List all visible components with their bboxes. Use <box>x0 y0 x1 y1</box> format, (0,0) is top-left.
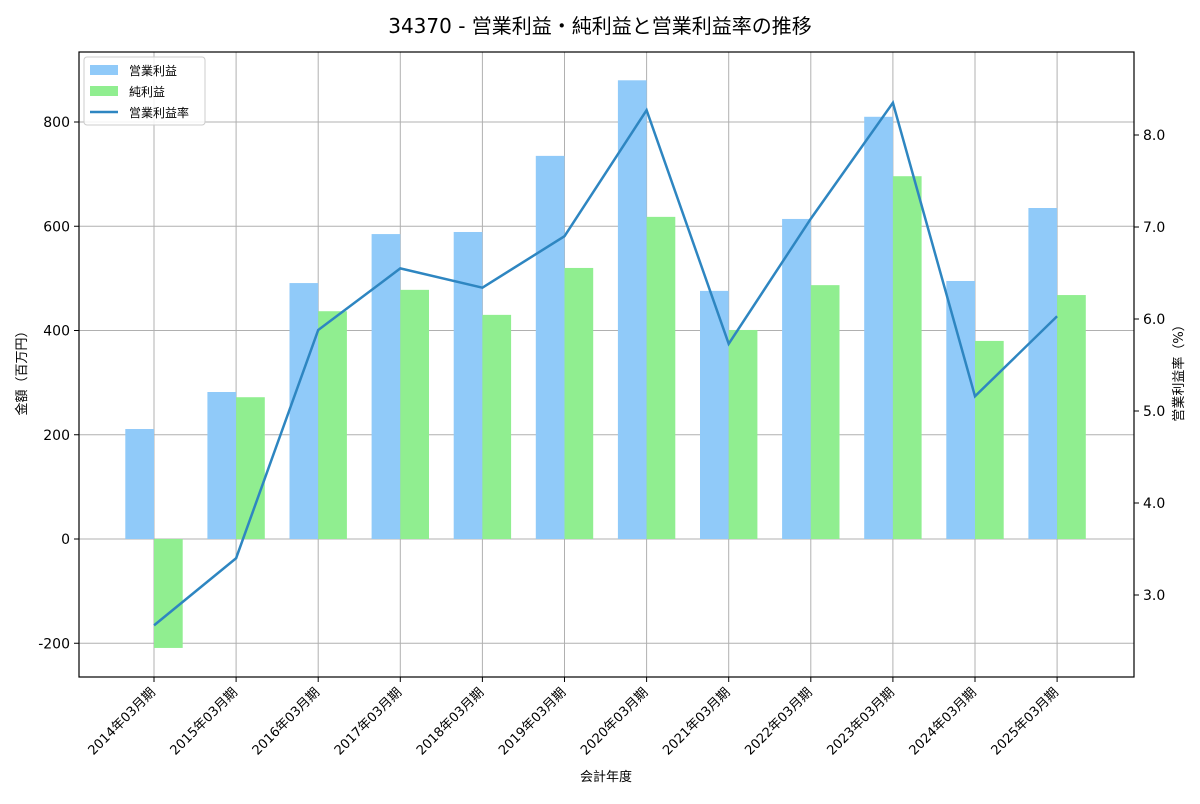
x-tick-label: 2022年03月期 <box>742 685 815 758</box>
bar-operating-profit <box>535 155 565 539</box>
bar-operating-profit <box>782 218 811 539</box>
legend-swatch-net-profit <box>90 86 118 96</box>
bar-operating-profit <box>617 80 647 540</box>
bar-net-profit <box>318 311 347 539</box>
x-tick-label: 2018年03月期 <box>414 685 487 758</box>
bar-net-profit <box>1057 295 1086 539</box>
y-tick-label: 200 <box>43 428 70 444</box>
bar-net-profit <box>728 329 758 539</box>
chart-title: 34370 - 営業利益・純利益と営業利益率の推移 <box>388 14 812 38</box>
bar-operating-profit <box>289 283 319 539</box>
bar-net-profit <box>482 314 512 539</box>
y2-tick-label: 5.0 <box>1143 404 1165 420</box>
y-axis-label: 金額（百万円） <box>14 324 30 415</box>
bar-net-profit <box>646 216 676 539</box>
x-axis-label: 会計年度 <box>580 769 632 785</box>
legend-swatch-operating-profit <box>90 65 118 75</box>
bar-operating-profit <box>207 392 237 539</box>
bar-net-profit <box>892 176 922 539</box>
legend-label-operating-margin: 営業利益率 <box>129 105 189 120</box>
y2-tick-label: 8.0 <box>1143 128 1165 144</box>
x-tick-label: 2015年03月期 <box>168 685 241 758</box>
legend-label-operating-profit: 営業利益 <box>129 64 177 78</box>
y-tick-label: 800 <box>43 115 70 131</box>
line-operating-margin <box>153 99 1058 627</box>
x-tick-label: 2019年03月期 <box>496 685 569 758</box>
x-tick-label: 2023年03月期 <box>824 685 897 758</box>
y-tick-label: 600 <box>43 219 70 235</box>
bar-net-profit <box>400 289 429 539</box>
x-tick-label: 2014年03月期 <box>86 685 159 758</box>
bar-operating-profit <box>125 429 154 539</box>
x-tick-label: 2020年03月期 <box>578 685 651 758</box>
x-tick-label: 2017年03月期 <box>332 685 405 758</box>
bar-net-profit <box>564 267 594 539</box>
x-tick-label: 2016年03月期 <box>250 685 323 758</box>
x-tick-label: 2024年03月期 <box>907 685 980 758</box>
bar-net-profit <box>810 285 840 539</box>
bar-net-profit <box>154 539 183 648</box>
legend-label-net-profit: 純利益 <box>129 85 165 99</box>
bar-operating-profit <box>864 116 893 539</box>
y-tick-label: 0 <box>61 532 70 548</box>
bar-net-profit <box>975 340 1004 539</box>
plot-frame <box>78 51 1135 678</box>
x-tick-label: 2021年03月期 <box>660 685 733 758</box>
bar-operating-profit <box>1028 208 1058 539</box>
y2-axis-label: 営業利益率（%） <box>1171 318 1187 421</box>
y2-tick-label: 7.0 <box>1143 220 1165 236</box>
y-tick-label: 400 <box>43 324 70 340</box>
x-tick-label: 2025年03月期 <box>989 685 1062 758</box>
y2-tick-label: 3.0 <box>1143 588 1165 604</box>
y2-tick-label: 6.0 <box>1143 312 1165 328</box>
y2-tick-label: 4.0 <box>1143 496 1165 512</box>
bar-operating-profit <box>946 280 975 539</box>
y-tick-label: -200 <box>38 636 70 652</box>
bar-operating-profit <box>453 231 483 539</box>
